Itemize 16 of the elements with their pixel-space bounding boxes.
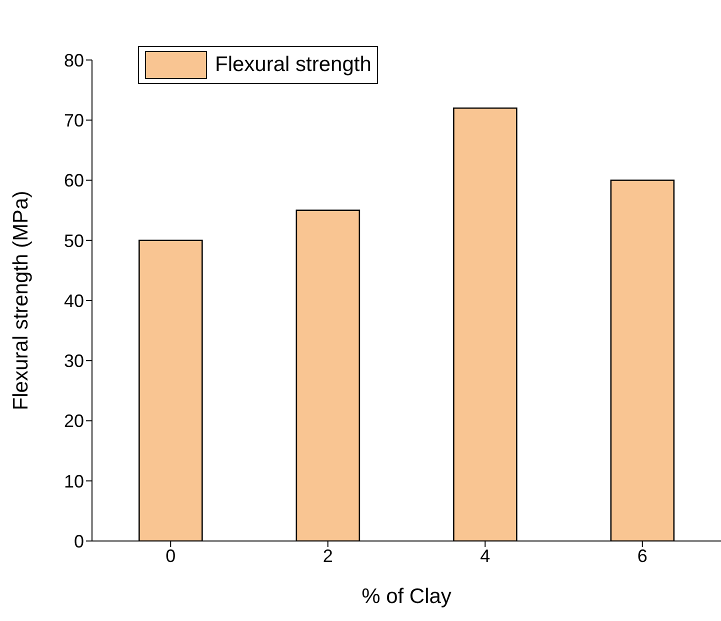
legend-label: Flexural strength: [215, 53, 372, 77]
y-tick-label: 70: [64, 110, 84, 131]
x-axis-title: % of Clay: [362, 585, 452, 608]
y-tick-label: 40: [64, 290, 84, 311]
y-axis-title: Flexural strength (MPa): [9, 190, 32, 410]
y-tick-label: 0: [74, 531, 84, 552]
y-tick-label: 10: [64, 471, 84, 492]
x-tick-label: 4: [480, 546, 490, 566]
x-tick-label: 6: [637, 546, 648, 566]
y-tick-label: 50: [64, 230, 84, 251]
x-tick-label: 0: [166, 546, 176, 566]
x-tick-label: 2: [322, 546, 333, 566]
y-tick-label: 30: [64, 351, 84, 372]
y-tick-label: 20: [64, 411, 84, 432]
y-tick-label: 80: [64, 50, 84, 70]
y-tick-label: 60: [64, 170, 84, 191]
